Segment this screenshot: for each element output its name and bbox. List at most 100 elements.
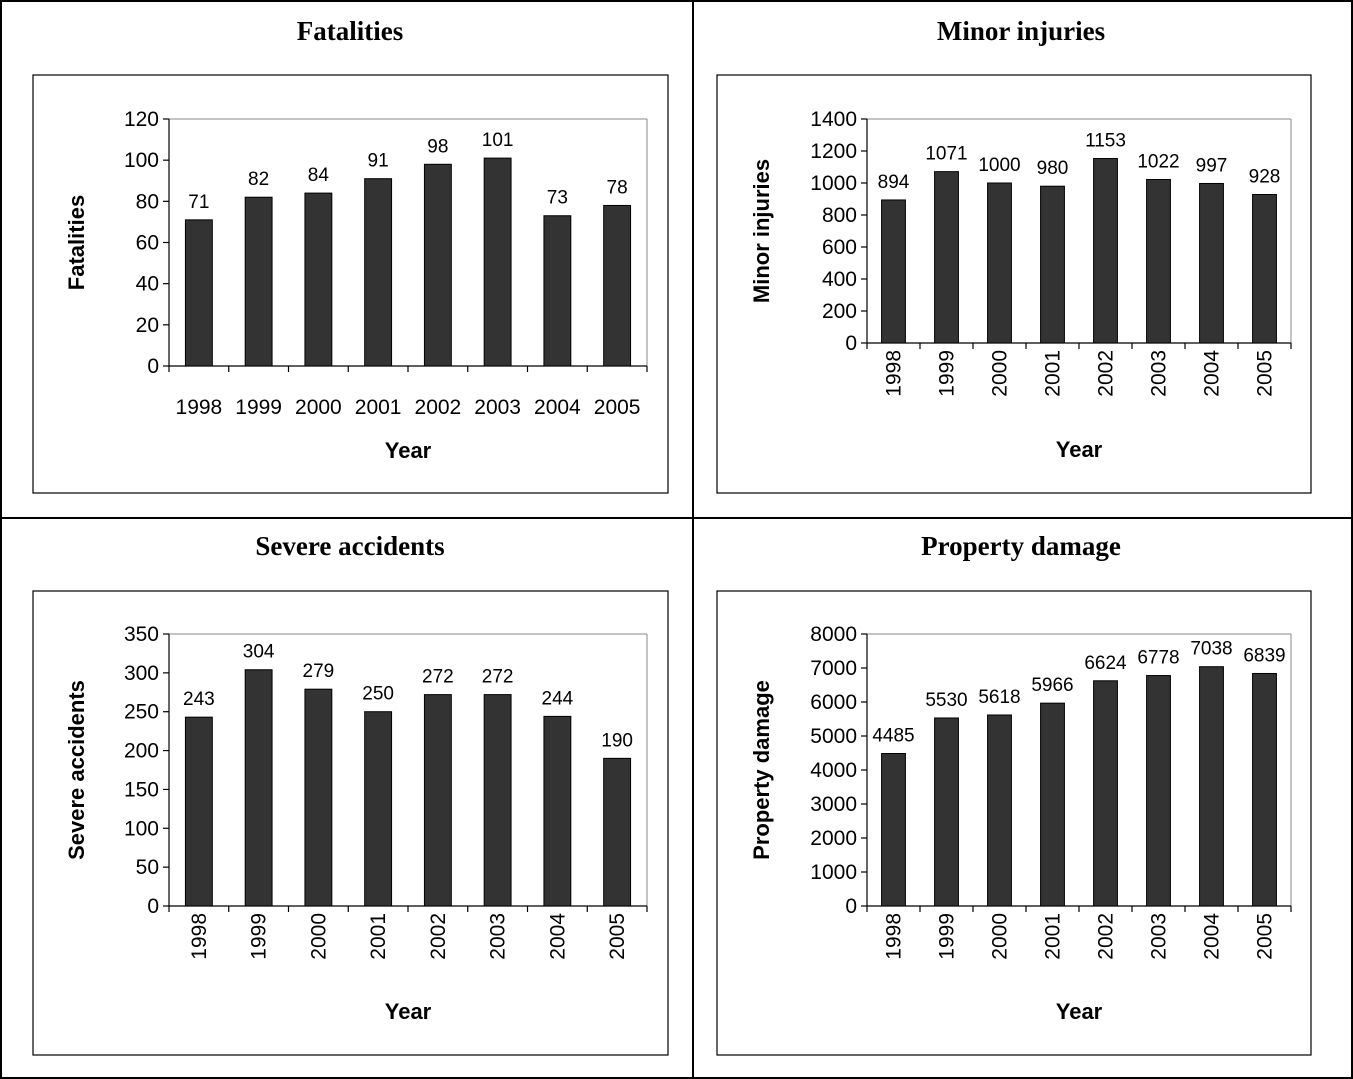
fatalities-y-axis-title: Fatalities <box>64 195 89 290</box>
minor-injuries-data-label-2004: 997 <box>1196 155 1228 176</box>
property-damage-y-tick-label: 8000 <box>810 623 857 646</box>
property-damage-y-tick-label: 2000 <box>810 827 857 850</box>
fatalities-data-label-2005: 78 <box>607 177 628 198</box>
minor-injuries-x-tick-label-2000: 2000 <box>989 350 1012 397</box>
fatalities-data-label-1999: 82 <box>248 169 269 190</box>
severe-accidents-x-tick-label-2000: 2000 <box>307 913 330 960</box>
minor-injuries-x-tick-label-2005: 2005 <box>1254 350 1277 397</box>
severe-accidents-bar-2004 <box>543 715 572 907</box>
fatalities-y-tick-label: 80 <box>136 190 159 213</box>
severe-accidents-x-tick-label-1999: 1999 <box>248 913 271 960</box>
fatalities-x-tick-label-2005: 2005 <box>594 396 641 419</box>
chart-severe-accidents: 0 50 100 150 200 250 300 350 243 1998 304 1999 279 20… <box>64 623 648 1024</box>
minor-injuries-bar-1998 <box>881 199 906 344</box>
severe-accidents-bar-2003 <box>483 694 512 907</box>
minor-injuries-data-label-1999: 1071 <box>925 144 967 165</box>
fatalities-x-tick-label-2003: 2003 <box>474 396 521 419</box>
chart-frame-fatalities <box>32 74 669 494</box>
severe-accidents-y-axis-title: Severe accidents <box>64 680 89 860</box>
minor-injuries-y-tick-label: 400 <box>822 268 857 291</box>
severe-accidents-y-tick-label: 150 <box>124 778 159 801</box>
fatalities-bar-1998 <box>184 219 213 367</box>
fatalities-x-tick-label-2004: 2004 <box>534 396 581 419</box>
severe-accidents-data-label-2003: 272 <box>482 667 514 688</box>
severe-accidents-y-tick-label: 350 <box>124 623 159 646</box>
chart-property-damage: 0 1000 2000 3000 4000 5000 6000 7000 8000 4485 199… <box>749 623 1292 1024</box>
fatalities-bar-2002 <box>423 163 452 367</box>
severe-accidents-data-label-2005: 190 <box>601 730 633 751</box>
fatalities-y-tick-label: 60 <box>136 232 159 255</box>
property-damage-data-label-1998: 4485 <box>872 726 914 747</box>
minor-injuries-y-tick-label: 800 <box>822 204 857 227</box>
property-damage-bar-1999 <box>934 717 959 907</box>
minor-injuries-data-label-2002: 1153 <box>1085 131 1126 152</box>
minor-injuries-x-tick-label-2001: 2001 <box>1042 350 1065 397</box>
minor-injuries-data-label-2003: 1022 <box>1137 151 1179 172</box>
property-damage-x-axis-title: Year <box>1056 999 1103 1024</box>
severe-accidents-data-label-2001: 250 <box>362 684 394 705</box>
fatalities-y-tick-label: 100 <box>124 149 159 172</box>
minor-injuries-x-tick-label-1999: 1999 <box>936 350 959 397</box>
property-damage-bar-2001 <box>1040 702 1065 907</box>
severe-accidents-x-tick-label-2001: 2001 <box>367 913 390 960</box>
severe-accidents-data-label-1999: 304 <box>243 642 275 663</box>
severe-accidents-bar-1998 <box>184 716 213 907</box>
property-damage-x-tick-label-2005: 2005 <box>1254 913 1277 960</box>
property-damage-x-tick-label-1999: 1999 <box>936 913 959 960</box>
property-damage-x-tick-label-2004: 2004 <box>1201 913 1224 960</box>
property-damage-bar-2005 <box>1252 672 1277 907</box>
severe-accidents-x-tick-label-2003: 2003 <box>487 913 510 960</box>
property-damage-data-label-2002: 6624 <box>1084 653 1127 674</box>
minor-injuries-data-label-2001: 980 <box>1037 158 1069 179</box>
fatalities-data-label-2004: 73 <box>547 188 568 209</box>
fatalities-bar-2000 <box>304 192 333 367</box>
severe-accidents-data-label-2004: 244 <box>542 688 574 709</box>
fatalities-x-tick-label-2001: 2001 <box>355 396 402 419</box>
severe-accidents-data-label-2002: 272 <box>422 667 454 688</box>
minor-injuries-data-label-1998: 894 <box>878 172 910 193</box>
severe-accidents-y-tick-label: 250 <box>124 701 159 724</box>
minor-injuries-y-tick-label: 1400 <box>810 108 857 131</box>
cell-title-fatalities: Fatalities <box>297 16 403 46</box>
property-damage-data-label-2004: 7038 <box>1190 639 1232 660</box>
fatalities-data-label-2002: 98 <box>427 136 448 157</box>
severe-accidents-data-label-1998: 243 <box>183 689 215 710</box>
minor-injuries-x-tick-label-2003: 2003 <box>1148 350 1171 397</box>
chart-frame-property-damage <box>716 590 1312 1056</box>
fatalities-data-label-2000: 84 <box>308 165 330 186</box>
fatalities-data-label-2001: 91 <box>368 151 389 172</box>
property-damage-x-tick-label-2000: 2000 <box>989 913 1012 960</box>
minor-injuries-y-axis-title: Minor injuries <box>749 159 774 303</box>
chart-minor-injuries: 0 200 400 600 800 1000 1200 1400 894 1998 1071 1999… <box>749 108 1292 462</box>
cell-title-property-damage: Property damage <box>921 531 1121 561</box>
minor-injuries-bar-2001 <box>1040 185 1065 344</box>
property-damage-y-tick-label: 5000 <box>810 725 857 748</box>
property-damage-data-label-2003: 6778 <box>1137 648 1179 669</box>
minor-injuries-x-axis-title: Year <box>1056 437 1103 462</box>
fatalities-y-tick-label: 40 <box>136 273 159 296</box>
property-damage-y-tick-label: 0 <box>845 895 857 918</box>
property-damage-y-tick-label: 4000 <box>810 759 857 782</box>
property-damage-data-label-2001: 5966 <box>1031 675 1073 696</box>
severe-accidents-y-tick-label: 50 <box>136 856 159 879</box>
minor-injuries-bar-2005 <box>1252 194 1277 344</box>
property-damage-bar-2003 <box>1146 675 1171 907</box>
severe-accidents-y-tick-label: 0 <box>147 895 159 918</box>
property-damage-bar-2004 <box>1199 666 1224 907</box>
fatalities-data-label-2003: 101 <box>482 130 514 151</box>
minor-injuries-y-tick-label: 600 <box>822 236 857 259</box>
severe-accidents-x-axis-title: Year <box>385 999 432 1024</box>
property-damage-x-tick-label-2002: 2002 <box>1095 913 1118 960</box>
severe-accidents-x-tick-label-1998: 1998 <box>188 913 211 960</box>
severe-accidents-bar-2001 <box>364 711 393 907</box>
minor-injuries-y-tick-label: 0 <box>845 332 857 355</box>
severe-accidents-x-tick-label-2004: 2004 <box>546 913 569 960</box>
severe-accidents-bar-2000 <box>304 688 333 907</box>
severe-accidents-bar-2002 <box>423 694 452 907</box>
fatalities-y-tick-label: 20 <box>136 314 159 337</box>
minor-injuries-bar-2000 <box>987 182 1012 344</box>
severe-accidents-y-tick-label: 200 <box>124 740 159 763</box>
minor-injuries-y-tick-label: 1200 <box>810 140 857 163</box>
